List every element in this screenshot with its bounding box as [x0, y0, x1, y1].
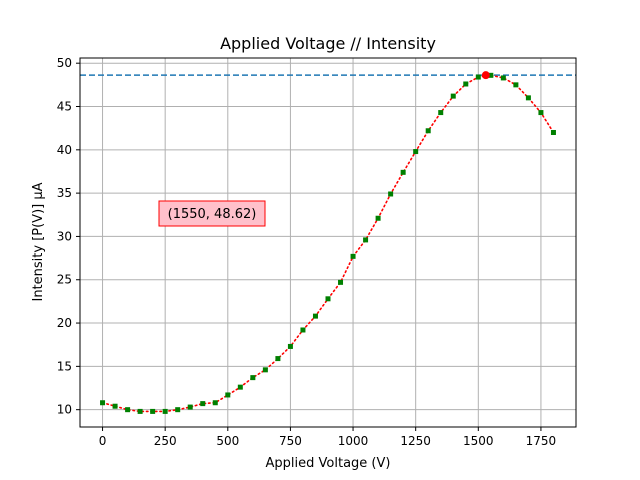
y-tick-label: 40	[57, 143, 72, 157]
data-point-marker	[438, 110, 444, 116]
data-point-marker	[338, 279, 344, 285]
x-tick-label: 1250	[400, 434, 431, 448]
data-point-marker	[388, 191, 394, 197]
data-point-marker	[237, 384, 243, 390]
x-axis-label: Applied Voltage (V)	[266, 456, 391, 471]
x-tick-label: 1750	[526, 434, 557, 448]
data-point-marker	[125, 407, 131, 413]
chart-title: Applied Voltage // Intensity	[220, 34, 436, 53]
data-point-marker	[262, 367, 268, 373]
data-point-marker	[112, 403, 118, 409]
data-point-marker	[187, 404, 193, 410]
y-axis-ticks: 10 15 20 25 30 35 40 45 50	[57, 56, 80, 417]
data-point-marker	[150, 408, 156, 414]
data-point-marker	[425, 128, 431, 134]
data-point-marker	[212, 400, 218, 406]
data-point-marker	[463, 81, 469, 87]
x-tick-label: 0	[99, 434, 107, 448]
data-point-marker	[250, 375, 256, 381]
x-axis-ticks: 0 250 500 750 1000 1250 1500 1750	[99, 427, 556, 448]
y-tick-label: 45	[57, 100, 72, 114]
data-point-marker	[525, 95, 531, 101]
x-tick-label: 250	[154, 434, 177, 448]
data-point-marker	[200, 401, 206, 407]
data-point-marker	[325, 296, 331, 302]
data-point-marker	[450, 93, 456, 99]
y-tick-label: 20	[57, 316, 72, 330]
data-point-marker	[100, 400, 106, 406]
data-point-marker	[538, 110, 544, 116]
data-point-marker	[513, 82, 519, 88]
y-tick-label: 15	[57, 359, 72, 373]
y-axis-label: Intensity [P(V)] μA	[31, 182, 46, 301]
data-point-marker	[488, 72, 494, 78]
y-tick-label: 50	[57, 56, 72, 70]
plot-frame	[79, 57, 577, 428]
data-point-marker	[550, 129, 556, 135]
x-tick-label: 500	[216, 434, 239, 448]
data-point-marker	[225, 392, 231, 398]
data-point-marker	[137, 408, 143, 414]
y-tick-label: 10	[57, 403, 72, 417]
data-point-marker	[300, 327, 306, 333]
grid	[80, 58, 576, 427]
series-layer	[100, 72, 556, 414]
data-point-marker	[475, 74, 481, 80]
data-point-marker	[500, 75, 506, 81]
y-tick-label: 35	[57, 186, 72, 200]
annotation-box	[158, 200, 266, 227]
annotation-text: (1550, 48.62)	[168, 207, 257, 222]
data-point-marker	[363, 237, 369, 243]
x-tick-label: 1000	[338, 434, 369, 448]
x-tick-label: 750	[279, 434, 302, 448]
data-point-marker	[400, 169, 406, 175]
x-tick-label: 1500	[463, 434, 494, 448]
data-point-marker	[162, 408, 168, 414]
data-point-marker	[175, 407, 181, 413]
max-point-marker	[481, 71, 490, 80]
data-point-marker	[312, 313, 318, 319]
data-point-marker	[275, 356, 281, 362]
annotation: (1550, 48.62)	[158, 200, 266, 227]
data-point-marker	[350, 253, 356, 259]
max-layer	[481, 71, 490, 80]
y-tick-label: 25	[57, 273, 72, 287]
data-point-marker	[287, 343, 293, 349]
data-point-marker	[413, 149, 419, 155]
y-tick-label: 30	[57, 229, 72, 243]
data-point-marker	[375, 215, 381, 221]
